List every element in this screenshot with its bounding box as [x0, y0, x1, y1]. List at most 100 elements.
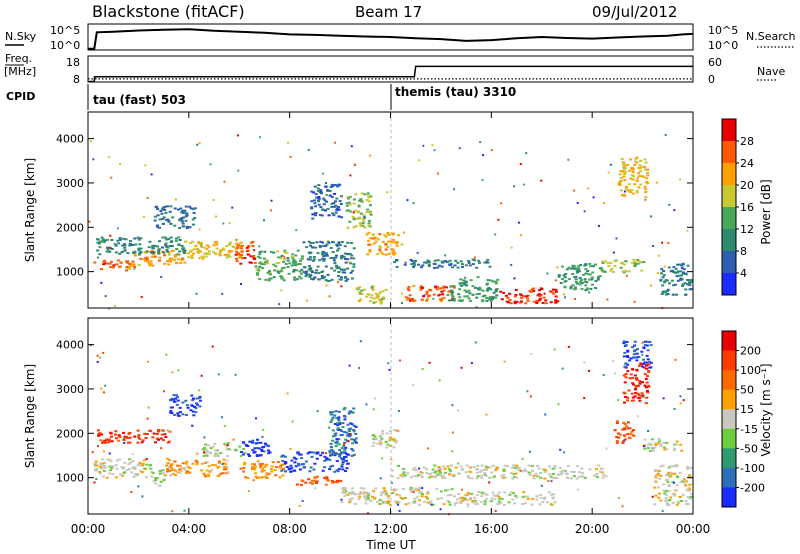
- heat-cell: [622, 355, 626, 358]
- heat-cell: [174, 253, 178, 256]
- heat-cell: [654, 494, 658, 497]
- heat-cell: [225, 256, 229, 259]
- heat-cell: [196, 251, 200, 253]
- heat-cell: [250, 241, 254, 244]
- heat-cell: [112, 264, 116, 267]
- heat-cell: [308, 276, 312, 278]
- heat-cell: [270, 470, 274, 473]
- heat-cell: [340, 216, 344, 219]
- heat-cell: [668, 475, 672, 478]
- heat-cell: [290, 467, 294, 470]
- heat-cell: [428, 502, 432, 505]
- heat-cell: [91, 451, 94, 454]
- heat-cell: [618, 433, 622, 436]
- heat-cell: [462, 497, 466, 500]
- heat-cell: [343, 451, 347, 454]
- heat-cell: [366, 208, 370, 211]
- heat-cell: [391, 475, 395, 478]
- heat-cell: [105, 262, 109, 265]
- heat-cell: [116, 259, 120, 262]
- heat-cell: [395, 493, 399, 496]
- heat-cell: [654, 469, 658, 472]
- heat-cell: [150, 256, 154, 259]
- heat-cell: [621, 428, 625, 431]
- heat-cell: [397, 503, 399, 506]
- heat-cell: [222, 222, 225, 225]
- heat-cell: [183, 209, 187, 212]
- heat-cell: [271, 461, 275, 464]
- heat-cell: [146, 417, 149, 420]
- heat-cell: [109, 435, 113, 438]
- heat-cell: [563, 451, 566, 454]
- heat-cell: [146, 258, 149, 261]
- power-cbar-label: Power [dB]: [759, 179, 773, 244]
- heat-cell: [530, 352, 533, 355]
- heat-cell: [313, 276, 317, 279]
- heat-cell: [178, 464, 182, 467]
- heat-cell: [422, 500, 426, 503]
- heat-cell: [636, 348, 639, 351]
- noise-series: [88, 28, 694, 50]
- heat-cell: [428, 361, 431, 364]
- heat-cell: [107, 441, 111, 444]
- heat-cell: [684, 500, 688, 503]
- heat-cell: [410, 490, 414, 493]
- heat-cell: [104, 466, 108, 469]
- heat-cell: [491, 296, 495, 299]
- heat-cell: [624, 269, 628, 272]
- nsky-label: N.Sky: [5, 30, 37, 43]
- colorbar-swatch: [722, 467, 736, 488]
- heat-cell: [579, 279, 583, 281]
- heat-cell: [122, 439, 126, 441]
- heat-cell: [646, 174, 650, 177]
- heat-cell: [258, 256, 262, 259]
- heat-cell: [367, 231, 371, 234]
- heat-cell: [500, 474, 504, 477]
- heat-cell: [341, 491, 345, 494]
- heat-cell: [624, 373, 628, 375]
- heat-cell: [521, 470, 525, 473]
- heat-cell: [372, 297, 376, 300]
- heat-cell: [175, 394, 178, 397]
- heat-cell: [265, 463, 269, 466]
- heat-cell: [293, 469, 296, 472]
- heat-cell: [378, 248, 382, 251]
- heat-cell: [285, 466, 289, 468]
- heat-cell: [686, 229, 689, 232]
- heat-cell: [565, 476, 569, 479]
- heat-cell: [412, 384, 415, 387]
- heat-cell: [349, 174, 352, 177]
- heat-cell: [410, 260, 414, 262]
- heat-cell: [127, 463, 131, 465]
- heat-cell: [351, 269, 355, 272]
- heat-cell: [156, 245, 160, 248]
- heat-cell: [205, 244, 209, 247]
- heat-cell: [151, 244, 155, 247]
- heat-cell: [400, 243, 404, 246]
- heat-cell: [373, 236, 377, 239]
- heat-cell: [682, 399, 685, 402]
- heat-cell: [438, 471, 442, 474]
- heat-cell: [226, 455, 230, 457]
- heat-cell: [122, 466, 126, 469]
- heat-cell: [552, 292, 556, 295]
- heat-cell: [407, 502, 411, 505]
- heat-cell: [469, 497, 472, 499]
- heat-cell: [366, 253, 370, 256]
- heat-cell: [338, 422, 341, 424]
- heat-cell: [163, 390, 165, 393]
- heat-cell: [306, 452, 310, 455]
- heat-cell: [235, 238, 238, 241]
- heat-cell: [133, 253, 137, 256]
- heat-cell: [295, 263, 299, 266]
- heat-cell: [169, 399, 173, 402]
- heat-cell: [183, 240, 187, 243]
- heat-cell: [345, 202, 349, 205]
- heat-cell: [671, 493, 675, 496]
- heat-cell: [642, 362, 645, 365]
- heat-cell: [572, 267, 576, 270]
- heat-cell: [288, 262, 292, 265]
- heat-cell: [649, 284, 652, 287]
- heat-cell: [318, 246, 322, 249]
- heat-cell: [450, 464, 453, 467]
